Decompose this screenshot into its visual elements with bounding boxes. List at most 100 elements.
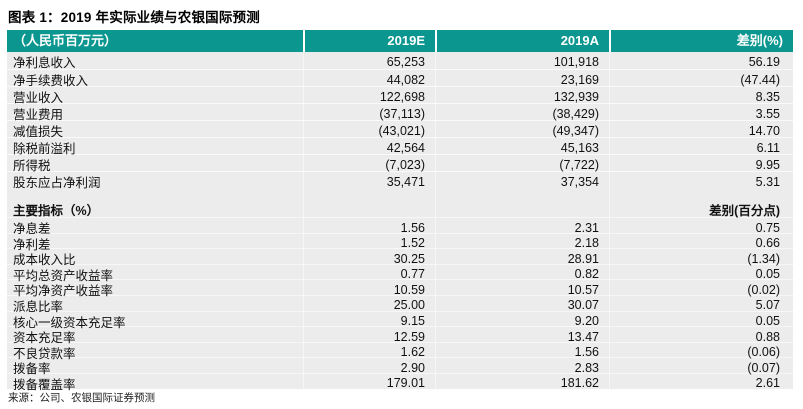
cell-2019a: 101,918 bbox=[553, 54, 599, 69]
cell-2019e: (43,021) bbox=[378, 123, 425, 138]
cell-label: 营业费用 bbox=[13, 108, 64, 122]
cell-2019e: 10.59 bbox=[393, 282, 425, 297]
cell-2019e: 1.62 bbox=[400, 345, 425, 360]
cell-2019a: (38,429) bbox=[552, 106, 599, 121]
cell-2019e: 1.56 bbox=[400, 220, 425, 235]
table-section-ratios: 净息差 1.56 2.31 0.75 净利差 1.52 2.18 0.66 成本收入比 30.25… bbox=[7, 217, 793, 392]
cell-label: 核心一级资本充足率 bbox=[13, 315, 126, 330]
cell-label: 拨备率 bbox=[13, 362, 51, 377]
table-row: 不良贷款率 1.62 1.56 (0.06) bbox=[7, 341, 793, 361]
table-row: 净利差 1.52 2.18 0.66 bbox=[7, 232, 793, 252]
table-body: 净利息收入 65,253 101,918 56.19 净手续费收入 44,082 23,16… bbox=[7, 52, 793, 392]
cell-2019e: 0.77 bbox=[400, 267, 425, 282]
cell-2019a: (7,722) bbox=[559, 157, 599, 172]
table-row: 拨备覆盖率 179.01 181.62 2.61 bbox=[7, 372, 793, 392]
cell-2019a: 1.56 bbox=[574, 345, 599, 360]
cell-label: 除税前溢利 bbox=[13, 142, 76, 156]
table-row: 拨备率 2.90 2.83 (0.07) bbox=[7, 357, 793, 376]
cell-2019a: 2.31 bbox=[574, 220, 599, 235]
table-row: 除税前溢利 42,564 45,163 6.11 bbox=[7, 137, 793, 156]
source-note: 来源：公司、农银国际证券预测 bbox=[8, 392, 155, 404]
cell-diff: 0.88 bbox=[755, 329, 780, 344]
cell-2019a: 30.07 bbox=[567, 298, 599, 313]
cell-2019a: 13.47 bbox=[567, 329, 599, 344]
chart-title: 图表 1：2019 年实际业绩与农银国际预测 bbox=[8, 10, 260, 25]
table-row: 核心一级资本充足率 9.15 9.20 0.05 bbox=[7, 310, 793, 330]
header-2019a: 2019A bbox=[435, 30, 609, 52]
table-row: 净利息收入 65,253 101,918 56.19 bbox=[7, 52, 793, 71]
cell-label: 净息差 bbox=[13, 222, 51, 236]
cell-diff: (47.44) bbox=[740, 72, 780, 87]
cell-2019a: 23,169 bbox=[560, 72, 599, 87]
cell-2019a: 0.82 bbox=[574, 267, 599, 282]
cell-label: 净手续费收入 bbox=[13, 74, 89, 88]
cell-2019a: 181.62 bbox=[560, 376, 599, 391]
cell-2019a: 45,163 bbox=[560, 140, 599, 155]
cell-2019e: 35,471 bbox=[386, 174, 425, 189]
cell-diff: (1.34) bbox=[747, 251, 780, 266]
cell-diff: 0.75 bbox=[755, 220, 780, 235]
table-row: 营业收入 122,698 132,939 8.35 bbox=[7, 86, 793, 105]
cell-2019e: 2.90 bbox=[400, 360, 425, 375]
cell-2019a: 2.83 bbox=[574, 360, 599, 375]
table-row: 平均净资产收益率 10.59 10.57 (0.02) bbox=[7, 279, 793, 298]
section2-header-row: 主要指标（%） 差别(百分点) bbox=[7, 200, 793, 218]
cell-diff: 0.66 bbox=[755, 236, 780, 251]
cell-2019a: (49,347) bbox=[552, 123, 599, 138]
cell-2019e: 179.01 bbox=[386, 376, 425, 391]
cell-2019e: 1.52 bbox=[400, 236, 425, 251]
cell-label: 减值损失 bbox=[13, 125, 64, 139]
cell-2019a: 9.20 bbox=[574, 314, 599, 329]
cell-2019e: 44,082 bbox=[386, 72, 425, 87]
cell-2019e: 122,698 bbox=[379, 89, 425, 104]
cell-label: 资本充足率 bbox=[13, 331, 76, 346]
table-row: 股东应占净利润 35,471 37,354 5.31 bbox=[7, 171, 793, 190]
cell-label: 平均净资产收益率 bbox=[13, 284, 114, 299]
header-diff-pct: 差别(%) bbox=[609, 30, 793, 52]
cell-label: 拨备覆盖率 bbox=[13, 377, 76, 392]
cell-2019e: (37,113) bbox=[379, 106, 425, 121]
table-row: 营业费用 (37,113) (38,429) 3.55 bbox=[7, 103, 793, 122]
cell-label: 派息比率 bbox=[13, 299, 64, 314]
cell-label: 平均总资产收益率 bbox=[13, 268, 114, 283]
section2-diff-header: 差别(百分点) bbox=[709, 204, 780, 218]
cell-diff: (0.07) bbox=[747, 360, 780, 375]
cell-label: 净利息收入 bbox=[13, 56, 76, 70]
header-unit-label: （人民币百万元） bbox=[13, 33, 118, 48]
cell-diff: (0.02) bbox=[747, 282, 780, 297]
cell-diff: 3.55 bbox=[755, 106, 780, 121]
table-row: 所得税 (7,023) (7,722) 9.95 bbox=[7, 154, 793, 173]
table-row: 成本收入比 30.25 28.91 (1.34) bbox=[7, 248, 793, 267]
cell-label: 所得税 bbox=[13, 159, 51, 173]
table-row: 净息差 1.56 2.31 0.75 bbox=[7, 217, 793, 236]
cell-diff: 56.19 bbox=[748, 54, 780, 69]
table-row: 净手续费收入 44,082 23,169 (47.44) bbox=[7, 69, 793, 88]
cell-diff: 5.07 bbox=[755, 298, 780, 313]
cell-label: 成本收入比 bbox=[13, 253, 76, 268]
cell-diff: 9.95 bbox=[755, 157, 780, 172]
cell-label: 股东应占净利润 bbox=[13, 176, 101, 190]
cell-diff: 0.05 bbox=[755, 314, 780, 329]
forecast-comparison-table: （人民币百万元） 2019E 2019A 差别(%) 净利息收入 65,253 10… bbox=[7, 30, 793, 392]
cell-diff: 0.05 bbox=[755, 267, 780, 282]
table-row: 平均总资产收益率 0.77 0.82 0.05 bbox=[7, 263, 793, 283]
cell-2019a: 2.18 bbox=[574, 236, 599, 251]
cell-2019e: (7,023) bbox=[385, 157, 425, 172]
cell-2019e: 12.59 bbox=[393, 329, 425, 344]
cell-label: 不良贷款率 bbox=[13, 346, 76, 361]
table-header-row: （人民币百万元） 2019E 2019A 差别(%) bbox=[7, 30, 793, 52]
table-section-financials: 净利息收入 65,253 101,918 56.19 净手续费收入 44,082 23,16… bbox=[7, 52, 793, 190]
cell-2019a: 37,354 bbox=[560, 174, 599, 189]
cell-2019e: 30.25 bbox=[393, 251, 425, 266]
cell-2019e: 42,564 bbox=[386, 140, 425, 155]
cell-2019a: 28.91 bbox=[567, 251, 599, 266]
cell-label: 营业收入 bbox=[13, 91, 64, 105]
table-row: 资本充足率 12.59 13.47 0.88 bbox=[7, 326, 793, 345]
cell-2019e: 9.15 bbox=[400, 314, 425, 329]
cell-label: 净利差 bbox=[13, 237, 51, 252]
table-row: 派息比率 25.00 30.07 5.07 bbox=[7, 294, 793, 314]
header-2019e: 2019E bbox=[303, 30, 435, 52]
cell-2019a: 10.57 bbox=[567, 282, 599, 297]
section2-title: 主要指标（%） bbox=[13, 204, 100, 218]
cell-2019e: 65,253 bbox=[386, 54, 425, 69]
